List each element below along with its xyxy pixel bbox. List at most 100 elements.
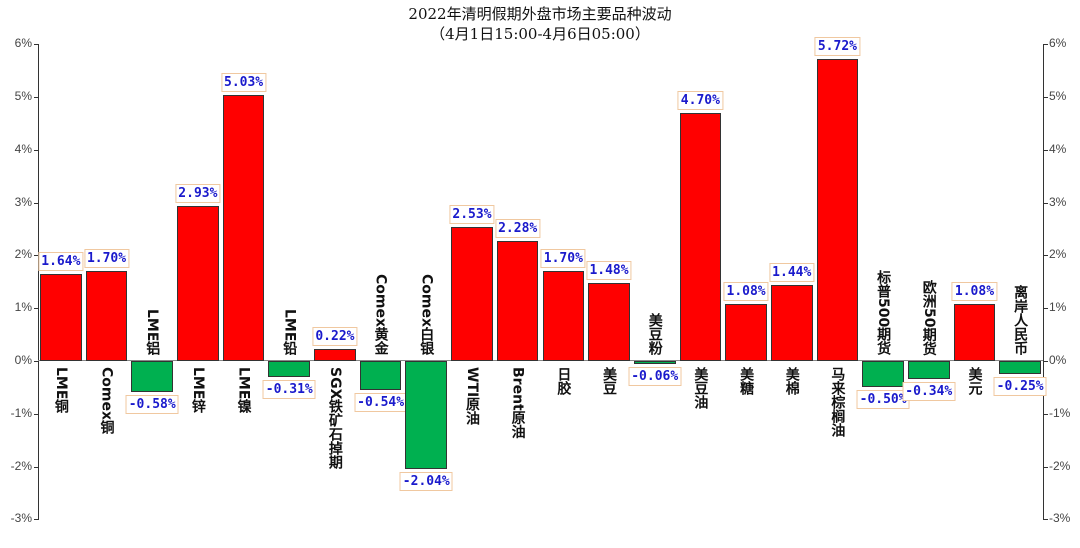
y-tick-left (34, 308, 39, 310)
bar (222, 95, 265, 361)
y-tick-label-left: -3% (10, 511, 32, 526)
y-tick-label-left: 4% (14, 141, 32, 156)
data-label: 1.64% (38, 252, 84, 272)
data-label: 2.28% (495, 218, 541, 238)
y-tick-label-left: 3% (14, 194, 32, 209)
bar (679, 112, 722, 361)
chart-subtitle: （4月1日15:00-4月6日05:00） (430, 25, 650, 43)
bar (40, 274, 82, 361)
category-label: LME铜 (52, 367, 69, 414)
category-label: LME铝 (144, 309, 161, 356)
data-label: 1.44% (769, 262, 815, 282)
category-label: Brent原油 (509, 367, 526, 439)
y-tick-right (1043, 413, 1048, 415)
data-label: 2.93% (175, 184, 221, 204)
y-tick-right (1043, 361, 1048, 362)
data-label: 1.48% (586, 260, 632, 280)
y-tick-right (1043, 466, 1048, 468)
category-label: 马来棕榈油 (829, 367, 846, 437)
y-tick-label-right: 6% (1049, 36, 1067, 51)
data-label: -0.25% (993, 377, 1047, 397)
data-label: -2.04% (399, 471, 453, 491)
y-tick-left (34, 97, 39, 98)
y-tick-label-right: 4% (1049, 141, 1067, 156)
y-tick-label-left: 5% (14, 89, 32, 103)
category-label: 美豆油 (692, 367, 709, 409)
y-tick-label-left: 6% (14, 36, 32, 51)
y-tick-left (34, 466, 39, 468)
y-tick-right (1043, 44, 1048, 46)
category-label: 标普500期货 (875, 270, 892, 356)
right-y-axis (1043, 44, 1044, 520)
category-label: Comex铜 (98, 367, 115, 435)
category-label: Comex黄金 (372, 274, 389, 356)
y-tick-left (34, 44, 39, 46)
category-label: LME铅 (281, 309, 298, 356)
bar (314, 349, 356, 361)
data-label: -0.06% (628, 367, 682, 387)
data-label: 4.70% (677, 90, 723, 110)
y-tick-label-right: -2% (1049, 458, 1071, 473)
y-tick-label-right: 5% (1049, 89, 1067, 103)
bar (359, 361, 402, 390)
data-label: 5.72% (814, 36, 860, 56)
y-tick-left (34, 519, 39, 521)
category-label: 美豆 (601, 367, 618, 395)
zero-baseline (38, 360, 1043, 361)
data-label: 0.22% (312, 327, 358, 347)
y-tick-label-right: 0% (1049, 353, 1067, 367)
y-tick-left (34, 149, 39, 151)
y-tick-left (34, 413, 39, 415)
left-y-axis (38, 44, 39, 520)
data-label: 1.70% (540, 249, 586, 269)
category-label: WTI原油 (463, 367, 480, 426)
data-label: -0.58% (125, 394, 179, 414)
data-label: 1.08% (951, 281, 998, 301)
y-tick-label-right: 3% (1049, 194, 1067, 209)
y-tick-right (1043, 97, 1048, 98)
bar (999, 361, 1041, 375)
y-tick-label-right: 2% (1049, 247, 1067, 262)
y-tick-label-left: -2% (10, 458, 32, 473)
bar (633, 361, 676, 365)
data-label: 1.08% (723, 281, 769, 301)
data-label: 2.53% (449, 205, 495, 225)
category-label: 美棉 (783, 367, 800, 395)
category-label: 欧洲50期货 (920, 280, 937, 356)
bar (907, 361, 950, 379)
bar (816, 58, 859, 361)
category-label: 离岸人民币 (1012, 285, 1029, 355)
bar (770, 284, 813, 361)
data-label: -0.50% (856, 390, 910, 410)
category-label: 美元 (966, 367, 983, 395)
y-tick-right (1043, 202, 1048, 204)
y-tick-right (1043, 149, 1048, 151)
data-label: -0.54% (354, 392, 408, 412)
bar (725, 303, 767, 361)
bar (85, 271, 128, 361)
category-label: Comex白银 (418, 274, 435, 356)
y-tick-label-left: 1% (14, 300, 32, 315)
y-tick-left (34, 255, 39, 257)
data-label: 5.03% (220, 73, 267, 93)
bar (496, 240, 539, 361)
data-label: -0.31% (262, 380, 316, 400)
y-tick-label-right: -1% (1049, 405, 1071, 420)
bar (451, 227, 493, 361)
bar (588, 282, 630, 361)
bar (268, 361, 311, 378)
y-tick-right (1043, 519, 1048, 521)
category-label: 美糖 (738, 367, 755, 395)
bar (542, 271, 585, 361)
category-label: 日胶 (555, 367, 572, 395)
bar (131, 361, 174, 392)
y-tick-label-right: -3% (1049, 511, 1071, 526)
data-label: 1.70% (83, 249, 130, 269)
category-label: SGX铁矿石掉期 (326, 367, 343, 470)
y-tick-right (1043, 308, 1048, 310)
bar (862, 361, 904, 388)
category-label: LME锌 (189, 367, 206, 414)
y-tick-label-left: 2% (14, 247, 32, 262)
bar (177, 206, 219, 361)
